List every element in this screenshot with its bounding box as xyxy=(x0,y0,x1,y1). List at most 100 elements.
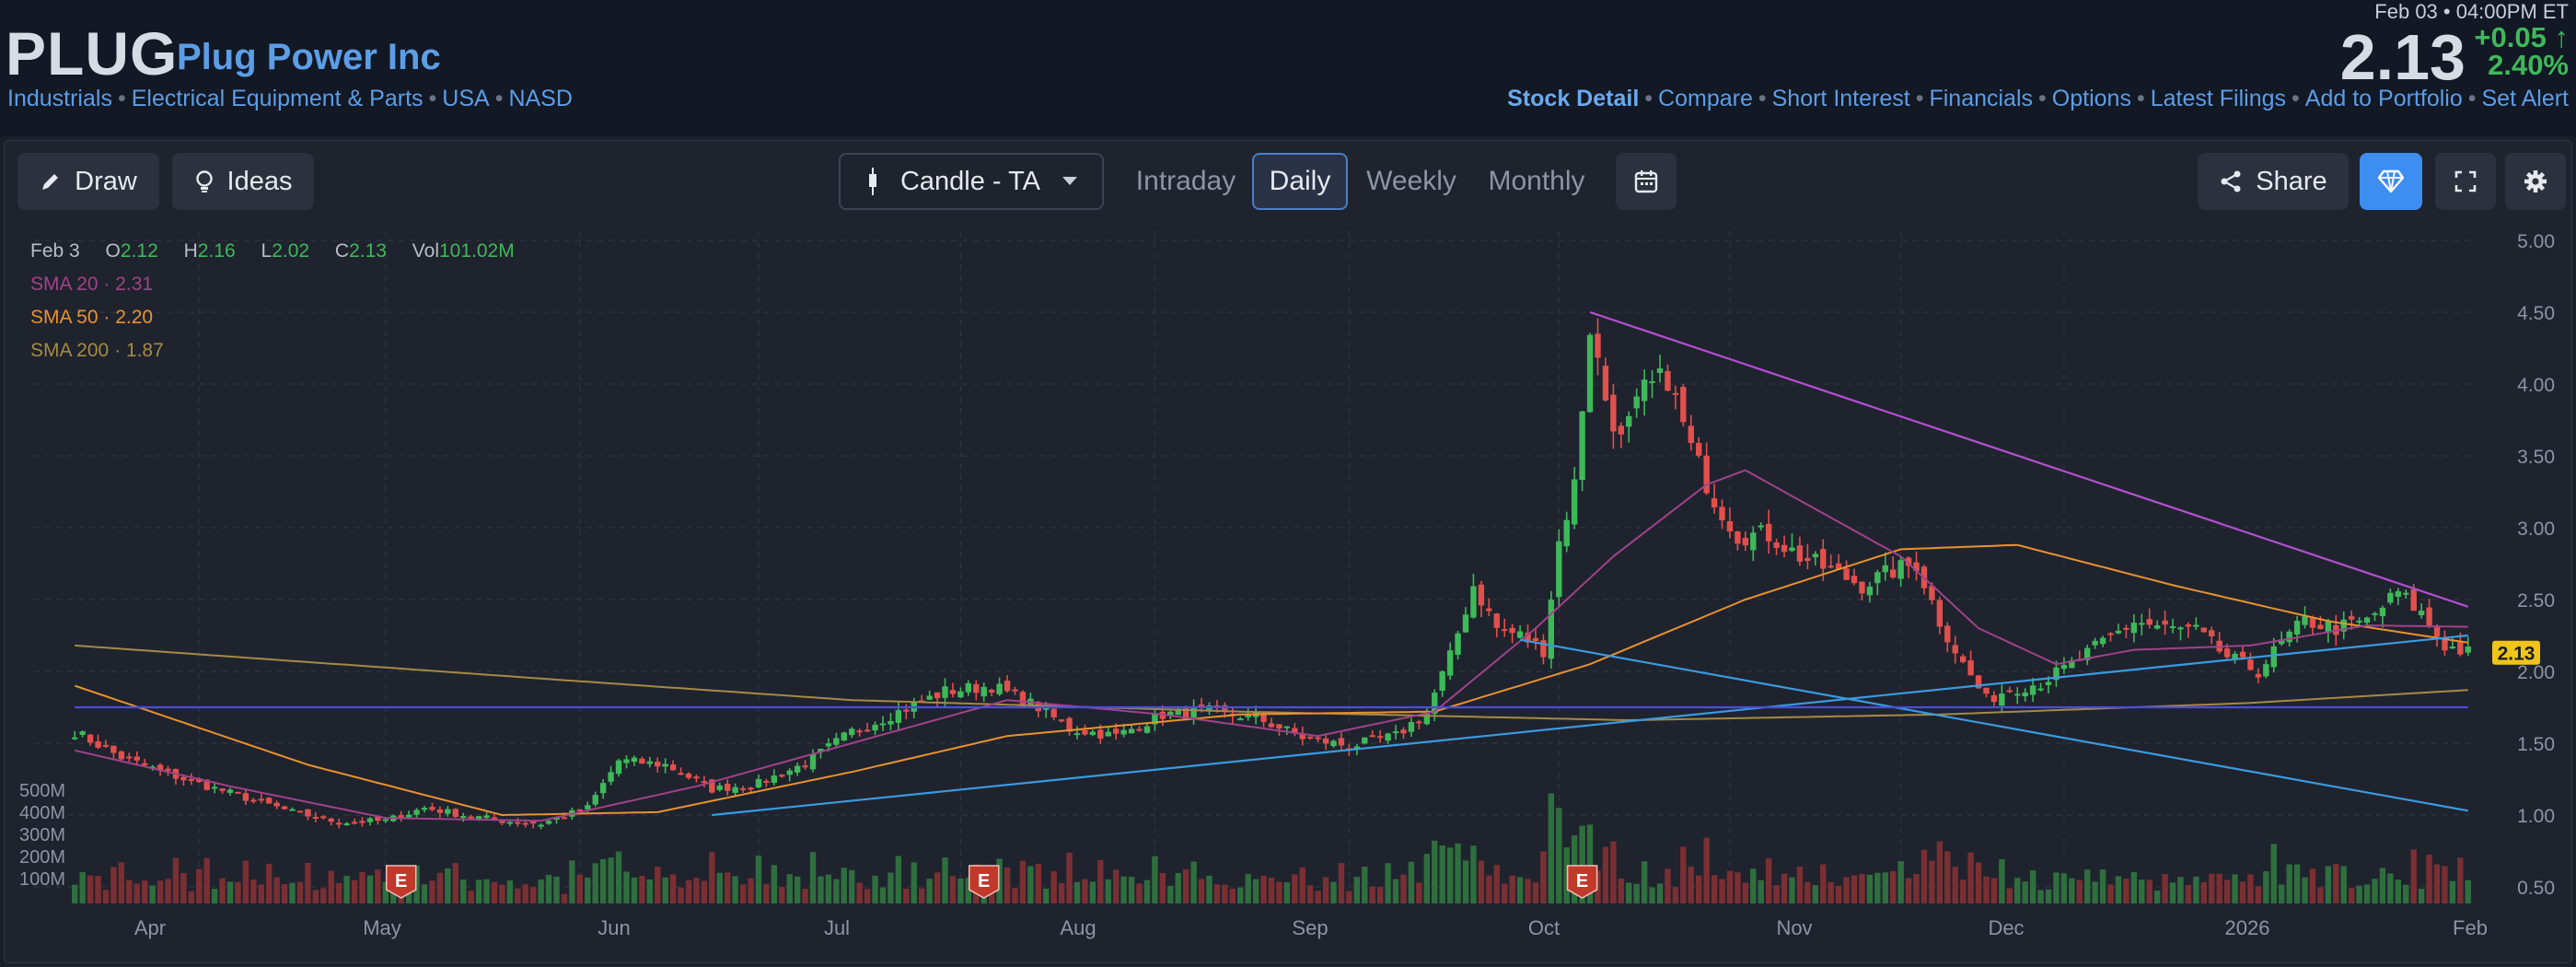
candle-body xyxy=(1376,736,1384,739)
volume-bar xyxy=(2333,863,2339,903)
candle-body xyxy=(1019,692,1027,706)
volume-bar xyxy=(188,891,195,903)
candle-body xyxy=(515,821,521,824)
candle-body xyxy=(328,818,334,822)
nav-financials[interactable]: Financials xyxy=(1929,86,2034,111)
volume-bar xyxy=(1478,860,1485,903)
share-button[interactable]: Share xyxy=(2198,153,2349,210)
tab-daily[interactable]: Daily xyxy=(1252,153,1348,210)
candle-body xyxy=(1532,637,1539,642)
draw-button[interactable]: Draw xyxy=(17,153,159,210)
volume-bar xyxy=(2263,871,2269,903)
candle-body xyxy=(888,720,894,725)
earnings-marker-label: E xyxy=(978,871,990,891)
candle-body xyxy=(1446,650,1454,676)
nav-compare[interactable]: Compare xyxy=(1658,86,1753,111)
volume-bar xyxy=(1913,873,1920,903)
volume-bar xyxy=(2387,873,2394,903)
chart-type-select[interactable]: Candle - TA xyxy=(839,153,1104,210)
candle-body xyxy=(421,808,428,810)
volume-bar xyxy=(1066,852,1073,903)
y-tick-label: 3.50 xyxy=(2517,447,2555,468)
premium-button[interactable] xyxy=(2360,153,2422,210)
candle-body xyxy=(779,775,785,777)
volume-bar xyxy=(522,884,528,903)
candle-body xyxy=(2317,624,2324,630)
volume-bar xyxy=(529,887,537,903)
volume-bar xyxy=(1175,872,1181,903)
candle-body xyxy=(1843,568,1850,580)
ideas-button[interactable]: Ideas xyxy=(172,153,314,210)
tab-monthly[interactable]: Monthly xyxy=(1488,166,1585,196)
x-tick-label: Feb xyxy=(2453,916,2488,939)
volume-bar xyxy=(701,880,708,903)
volume-bar xyxy=(1804,881,1811,903)
volume-bar xyxy=(1936,841,1944,903)
candle-body xyxy=(1548,600,1555,659)
volume-bar xyxy=(2239,881,2246,903)
volume-bar xyxy=(592,863,598,903)
candle-body xyxy=(2426,607,2432,626)
volume-bar xyxy=(1502,883,1508,903)
volume-bar xyxy=(1999,858,2005,903)
share-icon xyxy=(2219,169,2243,193)
candle-body xyxy=(258,798,264,801)
candle-body xyxy=(1182,707,1189,719)
candle-body xyxy=(1983,687,1990,694)
breadcrumb-country[interactable]: USA xyxy=(442,86,490,111)
breadcrumb-exchange[interactable]: NASD xyxy=(508,86,573,111)
candle-body xyxy=(988,690,995,693)
tab-intraday[interactable]: Intraday xyxy=(1135,166,1236,196)
volume-bar xyxy=(1548,793,1555,903)
volume-bar xyxy=(2232,874,2238,903)
candle-body xyxy=(1540,640,1547,658)
share-label: Share xyxy=(2256,166,2327,196)
candle-body xyxy=(133,756,140,761)
candle-body xyxy=(655,762,661,767)
candle-body xyxy=(1656,368,1664,374)
candle-body xyxy=(1050,708,1057,717)
candle-body xyxy=(1602,366,1609,401)
sma20-line xyxy=(74,469,2468,822)
volume-bar xyxy=(2216,873,2222,903)
candle-body xyxy=(2363,617,2371,623)
candle-body xyxy=(1245,713,1251,717)
candle-body xyxy=(1432,693,1438,714)
nav-options[interactable]: Options xyxy=(2051,86,2131,111)
legend-open-label: O xyxy=(105,240,121,262)
nav-stock-detail[interactable]: Stock Detail xyxy=(1507,86,1640,111)
settings-button[interactable] xyxy=(2505,153,2566,210)
nav-set-alert[interactable]: Set Alert xyxy=(2481,86,2570,111)
sma200-label: SMA 200 xyxy=(30,340,110,361)
volume-bar xyxy=(305,862,311,903)
volume-bar xyxy=(1944,851,1951,903)
fullscreen-button[interactable] xyxy=(2435,153,2496,210)
company-name[interactable]: Plug Power Inc xyxy=(177,37,441,77)
volume-bar xyxy=(1610,841,1617,903)
volume-bar xyxy=(1595,870,1601,903)
breadcrumb-sector[interactable]: Industrials xyxy=(7,86,112,111)
tab-weekly[interactable]: Weekly xyxy=(1366,166,1456,196)
nav-short-interest[interactable]: Short Interest xyxy=(1771,86,1910,111)
candle-body xyxy=(825,743,832,747)
candle-body xyxy=(2442,638,2448,651)
nav-add-to-portfolio[interactable]: Add to Portfolio xyxy=(2304,86,2463,111)
candle-body xyxy=(2247,659,2254,670)
candle-body xyxy=(1237,718,1244,721)
volume-bar xyxy=(911,862,917,903)
nav-latest-filings[interactable]: Latest Filings xyxy=(2150,86,2287,111)
candle-body xyxy=(102,744,110,747)
candle-body xyxy=(631,757,638,763)
candle-body xyxy=(2107,633,2114,635)
price-chart[interactable]: 5.00 4.50 4.00 3.50 3.00 2.50 2.00 1.50 1.00 0.50… xyxy=(5,141,2573,964)
volume-bar xyxy=(483,879,490,903)
volume-bar xyxy=(1089,881,1097,903)
candle-body xyxy=(1990,694,1998,703)
volume-bar xyxy=(1711,875,1718,903)
candle-body xyxy=(1353,746,1361,750)
candle-body xyxy=(110,745,117,753)
breadcrumb-industry[interactable]: Electrical Equipment & Parts xyxy=(131,86,424,111)
calendar-button[interactable] xyxy=(1616,153,1677,210)
candle-body xyxy=(445,809,451,814)
chart-panel: 5.00 4.50 4.00 3.50 3.00 2.50 2.00 1.50 1.00 0.50… xyxy=(4,140,2572,963)
